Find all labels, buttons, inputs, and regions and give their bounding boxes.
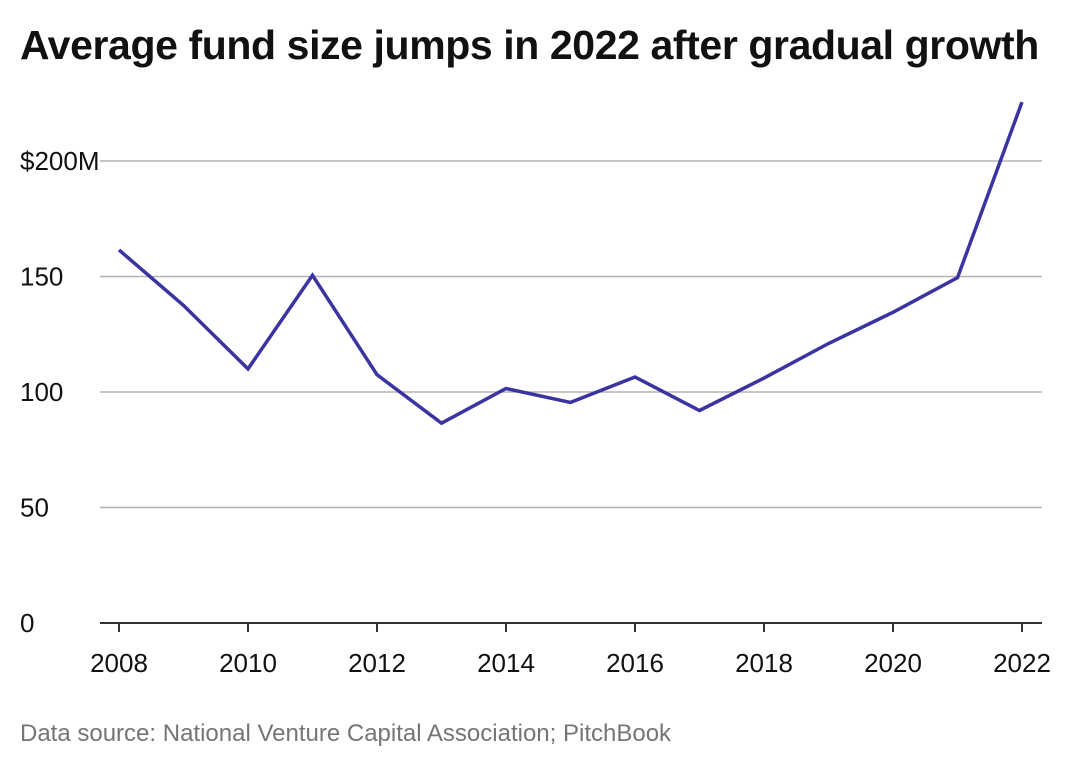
chart-title: Average fund size jumps in 2022 after gr…	[20, 22, 1039, 68]
y-tick-label: $200M	[20, 146, 100, 176]
x-tick-label: 2012	[348, 648, 406, 678]
series-line	[117, 101, 1024, 426]
data-point	[182, 304, 185, 307]
data-point	[892, 311, 895, 314]
data-point	[634, 375, 637, 378]
data-point	[698, 409, 701, 412]
data-point	[376, 373, 379, 376]
data-point	[763, 377, 766, 380]
x-tick-label: 2010	[219, 648, 277, 678]
data-point	[827, 342, 830, 345]
y-tick-label: 50	[20, 493, 49, 523]
y-axis-labels: 0 50 100 150 $200M	[20, 146, 100, 638]
data-point	[505, 387, 508, 390]
y-tick-label: 150	[20, 262, 63, 292]
x-tick-label: 2016	[606, 648, 664, 678]
gridlines	[100, 160, 1042, 509]
data-point	[569, 401, 572, 404]
y-tick-label: 100	[20, 377, 63, 407]
data-point	[247, 367, 250, 370]
data-point	[118, 248, 121, 251]
x-tick-label: 2014	[477, 648, 535, 678]
data-point	[311, 274, 314, 277]
x-axis	[100, 622, 1042, 632]
x-tick-label: 2022	[993, 648, 1051, 678]
data-point	[440, 422, 443, 425]
y-tick-label: 0	[20, 608, 34, 638]
x-tick-label: 2008	[90, 648, 148, 678]
data-point	[1021, 101, 1024, 104]
source-note: Data source: National Venture Capital As…	[20, 720, 672, 747]
x-tick-label: 2020	[864, 648, 922, 678]
x-tick-label: 2018	[735, 648, 793, 678]
series-layer	[117, 101, 1024, 426]
data-point	[956, 276, 959, 279]
x-axis-labels: 2008 2010 2012 2014 2016 2018 2020 2022	[90, 648, 1051, 678]
